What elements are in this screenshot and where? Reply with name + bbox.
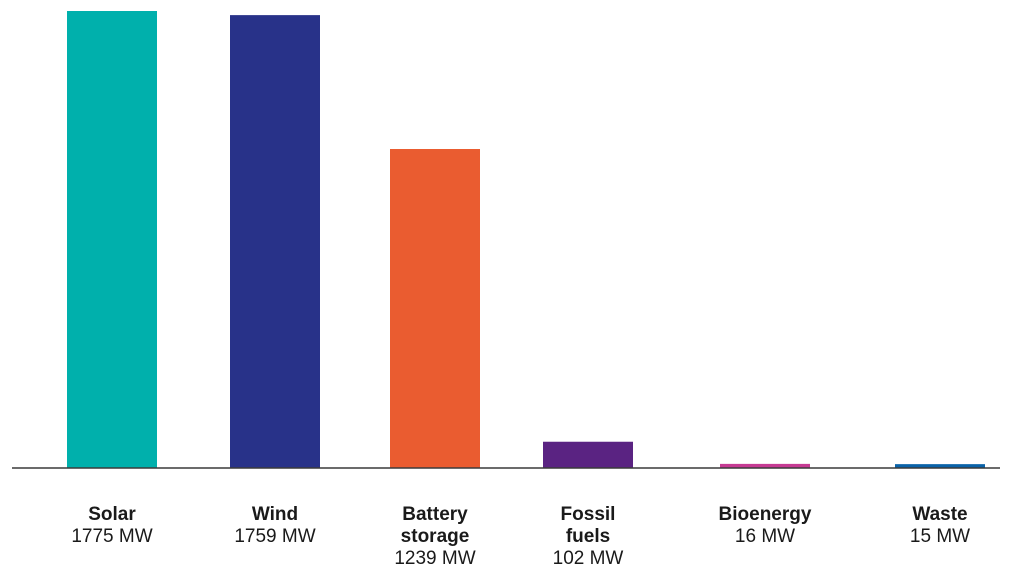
category-name-label: Bioenergy bbox=[718, 504, 812, 525]
bar-wind bbox=[230, 15, 320, 468]
category-name-label: Solar bbox=[88, 504, 136, 525]
bar-waste bbox=[895, 464, 985, 468]
category-label-group: Battery storage 1239 MW bbox=[355, 504, 515, 570]
bars-group bbox=[67, 11, 985, 468]
category-label-group: Solar 1775 MW bbox=[32, 504, 192, 548]
category-value-label: 15 MW bbox=[909, 526, 971, 547]
category-label-group: Fossil fuels 102 MW bbox=[508, 504, 668, 570]
category-value-label: 102 MW bbox=[552, 548, 624, 569]
category-name-label: Fossil fuels bbox=[560, 504, 616, 547]
category-label-group: Wind 1759 MW bbox=[195, 504, 355, 548]
category-value-label: 1239 MW bbox=[394, 548, 476, 569]
bar-solar bbox=[67, 11, 157, 468]
bar-fossil-fuels bbox=[543, 441, 633, 468]
category-value-label: 1775 MW bbox=[71, 526, 153, 547]
category-value-label: 1759 MW bbox=[234, 526, 316, 547]
category-name-label: Waste bbox=[912, 504, 968, 525]
bar-bioenergy bbox=[720, 463, 810, 468]
bar-battery-storage bbox=[390, 149, 480, 468]
category-label-group: Bioenergy 16 MW bbox=[685, 504, 845, 548]
category-label-group: Waste 15 MW bbox=[860, 504, 1010, 548]
category-name-label: Wind bbox=[251, 504, 299, 525]
category-name-label: Battery storage bbox=[400, 504, 470, 547]
category-value-label: 16 MW bbox=[734, 526, 796, 547]
